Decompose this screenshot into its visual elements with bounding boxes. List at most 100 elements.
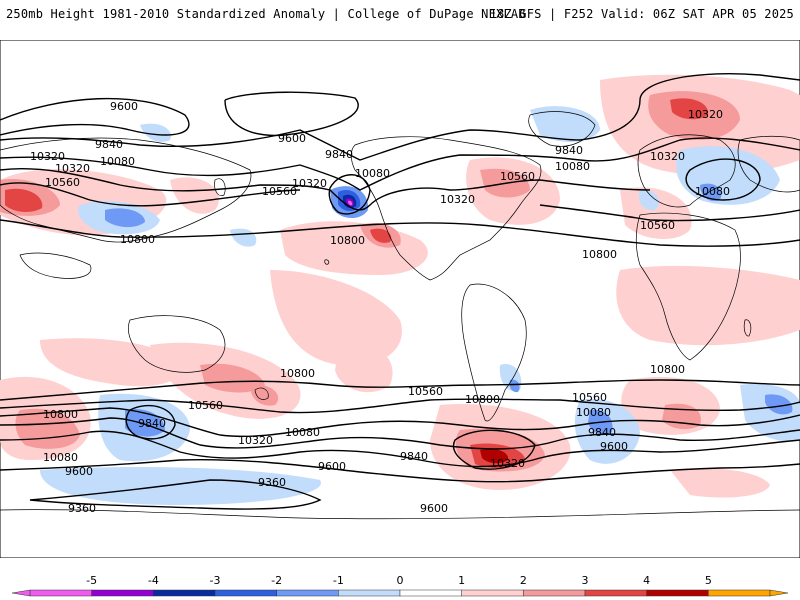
colorbar-tick-label: -1: [333, 574, 344, 587]
colorbar-segment: [29, 589, 92, 597]
contour-label: 9840: [555, 144, 583, 157]
contour-label: 9840: [325, 148, 353, 161]
contour-label: 10560: [640, 219, 675, 232]
contour-label: 10320: [440, 193, 475, 206]
contour-cutoff-low: [328, 174, 371, 215]
contour-label: 9840: [138, 417, 166, 430]
colorbar-tick-label: 5: [705, 574, 712, 587]
contour-label: 10080: [355, 167, 390, 180]
contour-label: 10800: [120, 233, 155, 246]
colorbar-segment: [399, 589, 462, 597]
colorbar-segment: [584, 589, 647, 597]
contour-label: 10080: [576, 406, 611, 419]
contour-10320-n: [0, 167, 651, 211]
australia-outline: [128, 315, 226, 373]
colorbar-tick-label: 2: [520, 574, 527, 587]
colorbar-segment: [91, 589, 154, 597]
europe-outline: [637, 134, 736, 208]
southeast-asia-outline: [19, 252, 92, 279]
colorbar-segment: [646, 589, 709, 597]
new-zealand-outline: [254, 387, 269, 400]
colorbar-tick-label: -5: [86, 574, 97, 587]
colorbar-segment: [708, 589, 771, 597]
antarctica-outline: [0, 509, 800, 520]
contour-label: 9600: [420, 502, 448, 515]
colorbar-right-arrow: [769, 589, 789, 597]
contour-label: 9360: [258, 476, 286, 489]
contour-label: 10560: [572, 391, 607, 404]
madagascar-outline: [743, 319, 752, 337]
contour-label: 9840: [588, 426, 616, 439]
contour-9840-n: [0, 73, 800, 161]
colorbar-segment: [153, 589, 216, 597]
colorbar-tick-label: -3: [210, 574, 221, 587]
colorbar-segment: [214, 589, 277, 597]
colorbar-tick-label: -2: [271, 574, 282, 587]
map-header: 250mb Height 1981-2010 Standardized Anom…: [0, 0, 800, 38]
contour-label: 10560: [500, 170, 535, 183]
contour-label: 10080: [555, 160, 590, 173]
contour-label: 10800: [280, 367, 315, 380]
contour-label: 10800: [582, 248, 617, 261]
contour-label: 10320: [650, 150, 685, 163]
contour-label: 10320: [30, 150, 65, 163]
model-run-info: 18Z GFS | F252 Valid: 06Z SAT APR 05 202…: [489, 7, 794, 21]
contour-label: 9600: [278, 132, 306, 145]
asia-east-outline: [737, 135, 800, 193]
colorbar-tick-label: 3: [582, 574, 589, 587]
contour-label: 10320: [490, 457, 525, 470]
contour-9600-s: [0, 458, 800, 483]
contour-label: 9600: [110, 100, 138, 113]
contour-label: 9600: [65, 465, 93, 478]
contour-label: 9840: [95, 138, 123, 151]
contour-label: 10320: [688, 108, 723, 121]
contour-label: 10320: [292, 177, 327, 190]
contour-label: 10560: [262, 185, 297, 198]
contour-euro-low: [685, 158, 761, 201]
colorbar-tick-label: 1: [458, 574, 465, 587]
contour-10320-s-loop: [452, 429, 536, 470]
anomaly-map: 9600 9840 10080 10320 10560 10800 9600 9…: [0, 40, 800, 558]
contour-label: 9600: [318, 460, 346, 473]
contour-label: 9840: [400, 450, 428, 463]
contour-label: 10320: [55, 162, 90, 175]
contour-10320-s: [0, 407, 800, 438]
contour-10560-n: [0, 182, 301, 207]
contour-label: 9600: [600, 440, 628, 453]
contour-label: 9360: [68, 502, 96, 515]
contour-label: 10080: [285, 426, 320, 439]
greenland-outline: [528, 111, 596, 147]
contour-label: 10080: [43, 451, 78, 464]
contour-labels: 9600 9840 10080 10320 10560 10800 9600 9…: [30, 100, 730, 515]
contour-label: 10560: [45, 176, 80, 189]
height-contours: [0, 73, 800, 510]
colorbar-segment: [461, 589, 524, 597]
contour-9360-s: [29, 479, 322, 510]
colorbar-ticks: -5 -4 -3 -2 -1 0 1 2 3 4 5: [86, 574, 712, 587]
contour-label: 10800: [650, 363, 685, 376]
contour-9600-pacific-loop: [224, 91, 359, 137]
contour-10560-atlantic: [539, 204, 800, 222]
contour-label: 10080: [100, 155, 135, 168]
extreme-positive-anomaly: [480, 448, 509, 464]
south-america-outline: [461, 283, 527, 422]
colorbar-segment: [338, 589, 401, 597]
contour-label: 10080: [695, 185, 730, 198]
africa-outline: [635, 212, 741, 361]
contour-label: 10800: [465, 393, 500, 406]
colorbar-segment: [276, 589, 339, 597]
contour-label: 10320: [238, 434, 273, 447]
contour-10800-s: [0, 379, 800, 401]
hawaii-outline: [324, 259, 330, 265]
contour-label: 10560: [408, 385, 443, 398]
contour-label: 10800: [330, 234, 365, 247]
contour-9840-indian-loop: [125, 404, 176, 440]
colorbar-left-arrow: [11, 589, 31, 597]
contour-9600-n: [0, 97, 190, 136]
japan-outline: [214, 178, 226, 196]
contour-label: 10800: [43, 408, 78, 421]
contour-10800-n: [0, 219, 800, 247]
colorbar-tick-label: 4: [643, 574, 650, 587]
contour-10560-s: [0, 398, 800, 414]
map-title: 250mb Height 1981-2010 Standardized Anom…: [6, 7, 526, 21]
